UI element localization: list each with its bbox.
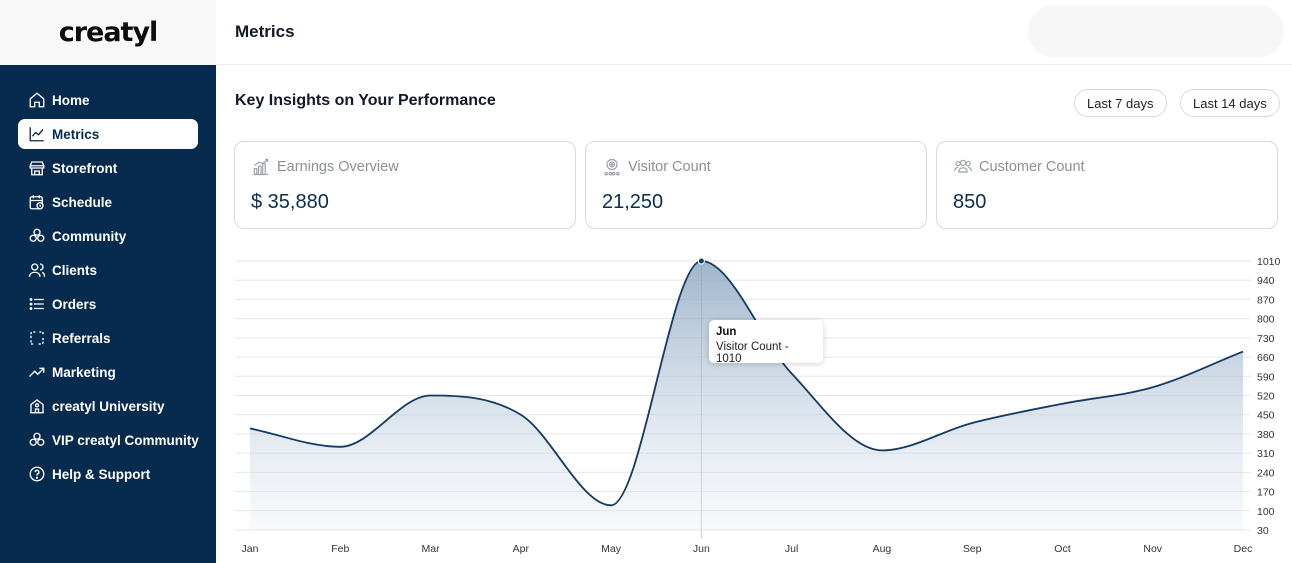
chart-line-icon: [28, 125, 46, 143]
chart-tooltip: Jun Visitor Count - 1010: [709, 320, 823, 365]
y-tick-label: 590: [1257, 371, 1275, 383]
series-line: [249, 260, 1244, 507]
card-header: Customer Count: [953, 157, 1085, 177]
sidebar-item-label: Clients: [52, 262, 98, 278]
sidebar-item-label: Metrics: [52, 126, 100, 142]
x-tick-label: Aug: [873, 543, 892, 555]
sidebar-item-university[interactable]: creatyl University: [0, 389, 216, 423]
community-icon: [28, 227, 46, 245]
range-14-days-button[interactable]: Last 14 days: [1180, 89, 1280, 117]
data-point-highlight[interactable]: [697, 257, 705, 265]
y-tick-label: 100: [1257, 506, 1275, 518]
sidebar-nav: Home Metrics Storefront Schedule Communi…: [0, 65, 216, 491]
earnings-card: Earnings Overview $ 35,880: [234, 141, 576, 229]
y-tick-label: 520: [1257, 391, 1275, 403]
y-tick-label: 170: [1257, 487, 1275, 499]
section-title: Key Insights on Your Performance: [235, 92, 496, 109]
community-icon: [28, 431, 46, 449]
referral-icon: [28, 329, 46, 347]
users-icon: [28, 261, 46, 279]
sidebar: Home Metrics Storefront Schedule Communi…: [0, 65, 216, 563]
x-tick-label: Dec: [1234, 543, 1253, 555]
y-tick-label: 940: [1257, 275, 1275, 287]
bar-growth-icon: [251, 157, 271, 177]
x-tick-label: Feb: [331, 543, 349, 555]
visitor-card: Visitor Count 21,250: [585, 141, 927, 229]
school-icon: [28, 397, 46, 415]
sidebar-item-clients[interactable]: Clients: [0, 253, 216, 287]
sidebar-item-metrics[interactable]: Metrics: [18, 119, 198, 149]
x-tick-label: Sep: [963, 543, 982, 555]
sidebar-item-label: Home: [52, 92, 90, 108]
card-title: Customer Count: [979, 159, 1085, 175]
chart-y-axis: 30 100 170 240 310 380 450 520 590 660 730 800 870 94…: [1257, 256, 1281, 537]
customer-card: Customer Count 850: [936, 141, 1278, 229]
sidebar-item-vip-community[interactable]: VIP creatyl Community: [0, 423, 216, 457]
y-tick-label: 30: [1257, 525, 1269, 537]
tooltip-title: Jun: [716, 326, 737, 338]
tooltip-body: Visitor Count - 1010: [716, 341, 789, 365]
logo-area: creatyl: [0, 0, 216, 65]
calendar-clock-icon: [28, 193, 46, 211]
x-tick-label: Oct: [1054, 543, 1070, 555]
store-icon: [28, 159, 46, 177]
y-tick-label: 240: [1257, 467, 1275, 479]
list-icon: [28, 295, 46, 313]
sidebar-item-help[interactable]: Help & Support: [0, 457, 216, 491]
visitor-count-area-chart[interactable]: 30 100 170 240 310 380 450 520 590 660 730 800 870 94…: [230, 246, 1292, 563]
y-tick-label: 870: [1257, 294, 1275, 306]
sidebar-item-label: Community: [52, 228, 127, 244]
home-icon: [28, 91, 46, 109]
top-header: Metrics: [216, 0, 1292, 65]
sidebar-item-label: Help & Support: [52, 466, 151, 482]
sidebar-item-label: VIP creatyl Community: [52, 432, 199, 448]
range-7-days-button[interactable]: Last 7 days: [1074, 89, 1167, 117]
sidebar-item-home[interactable]: Home: [0, 83, 216, 117]
y-tick-label: 450: [1257, 410, 1275, 422]
y-tick-label: 800: [1257, 314, 1275, 326]
sidebar-item-referrals[interactable]: Referrals: [0, 321, 216, 355]
sidebar-item-label: Orders: [52, 296, 97, 312]
brand-logo[interactable]: creatyl: [58, 17, 159, 48]
x-tick-label: Jan: [242, 543, 259, 555]
y-tick-label: 1010: [1257, 256, 1281, 268]
earnings-value: $ 35,880: [251, 191, 329, 213]
visitor-value: 21,250: [602, 191, 664, 213]
sidebar-item-label: Storefront: [52, 160, 118, 176]
card-title: Earnings Overview: [277, 159, 399, 175]
y-tick-label: 310: [1257, 448, 1275, 460]
card-header: Visitor Count: [602, 157, 711, 177]
sidebar-item-label: creatyl University: [52, 398, 165, 414]
x-tick-label: Apr: [513, 543, 530, 555]
sidebar-item-schedule[interactable]: Schedule: [0, 185, 216, 219]
sidebar-item-label: Schedule: [52, 194, 113, 210]
y-tick-label: 730: [1257, 333, 1275, 345]
trending-up-icon: [28, 363, 46, 381]
y-tick-label: 380: [1257, 429, 1275, 441]
sidebar-item-orders[interactable]: Orders: [0, 287, 216, 321]
page-title: Metrics: [235, 22, 295, 41]
x-tick-label: Jun: [693, 543, 710, 555]
sidebar-item-community[interactable]: Community: [0, 219, 216, 253]
customers-icon: [953, 157, 973, 177]
x-tick-label: Nov: [1143, 543, 1162, 555]
sidebar-item-marketing[interactable]: Marketing: [0, 355, 216, 389]
x-tick-label: Jul: [785, 543, 798, 555]
sidebar-item-storefront[interactable]: Storefront: [0, 151, 216, 185]
chart-series: [249, 257, 1244, 530]
help-icon: [28, 465, 46, 483]
sidebar-item-label: Referrals: [52, 330, 111, 346]
card-title: Visitor Count: [628, 159, 711, 175]
x-tick-label: May: [601, 543, 622, 555]
x-tick-label: Mar: [421, 543, 440, 555]
customer-value: 850: [953, 191, 987, 213]
series-area: [250, 261, 1243, 530]
card-header: Earnings Overview: [251, 157, 399, 177]
chart-x-axis: Jan Feb Mar Apr May Jun Jul Aug Sep Oct Nov Dec: [242, 543, 1253, 555]
user-menu-placeholder[interactable]: [1028, 5, 1284, 57]
y-tick-label: 660: [1257, 352, 1275, 364]
visitor-icon: [602, 157, 622, 177]
sidebar-item-label: Marketing: [52, 364, 116, 380]
